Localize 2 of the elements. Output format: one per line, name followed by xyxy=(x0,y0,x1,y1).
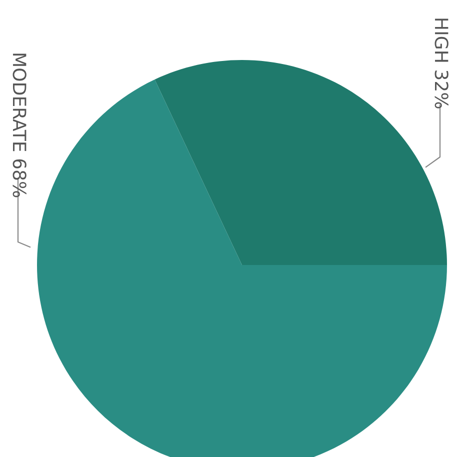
slice-label: MODERATE 68% xyxy=(12,54,26,198)
slice-label: HIGH 32% xyxy=(434,18,448,108)
